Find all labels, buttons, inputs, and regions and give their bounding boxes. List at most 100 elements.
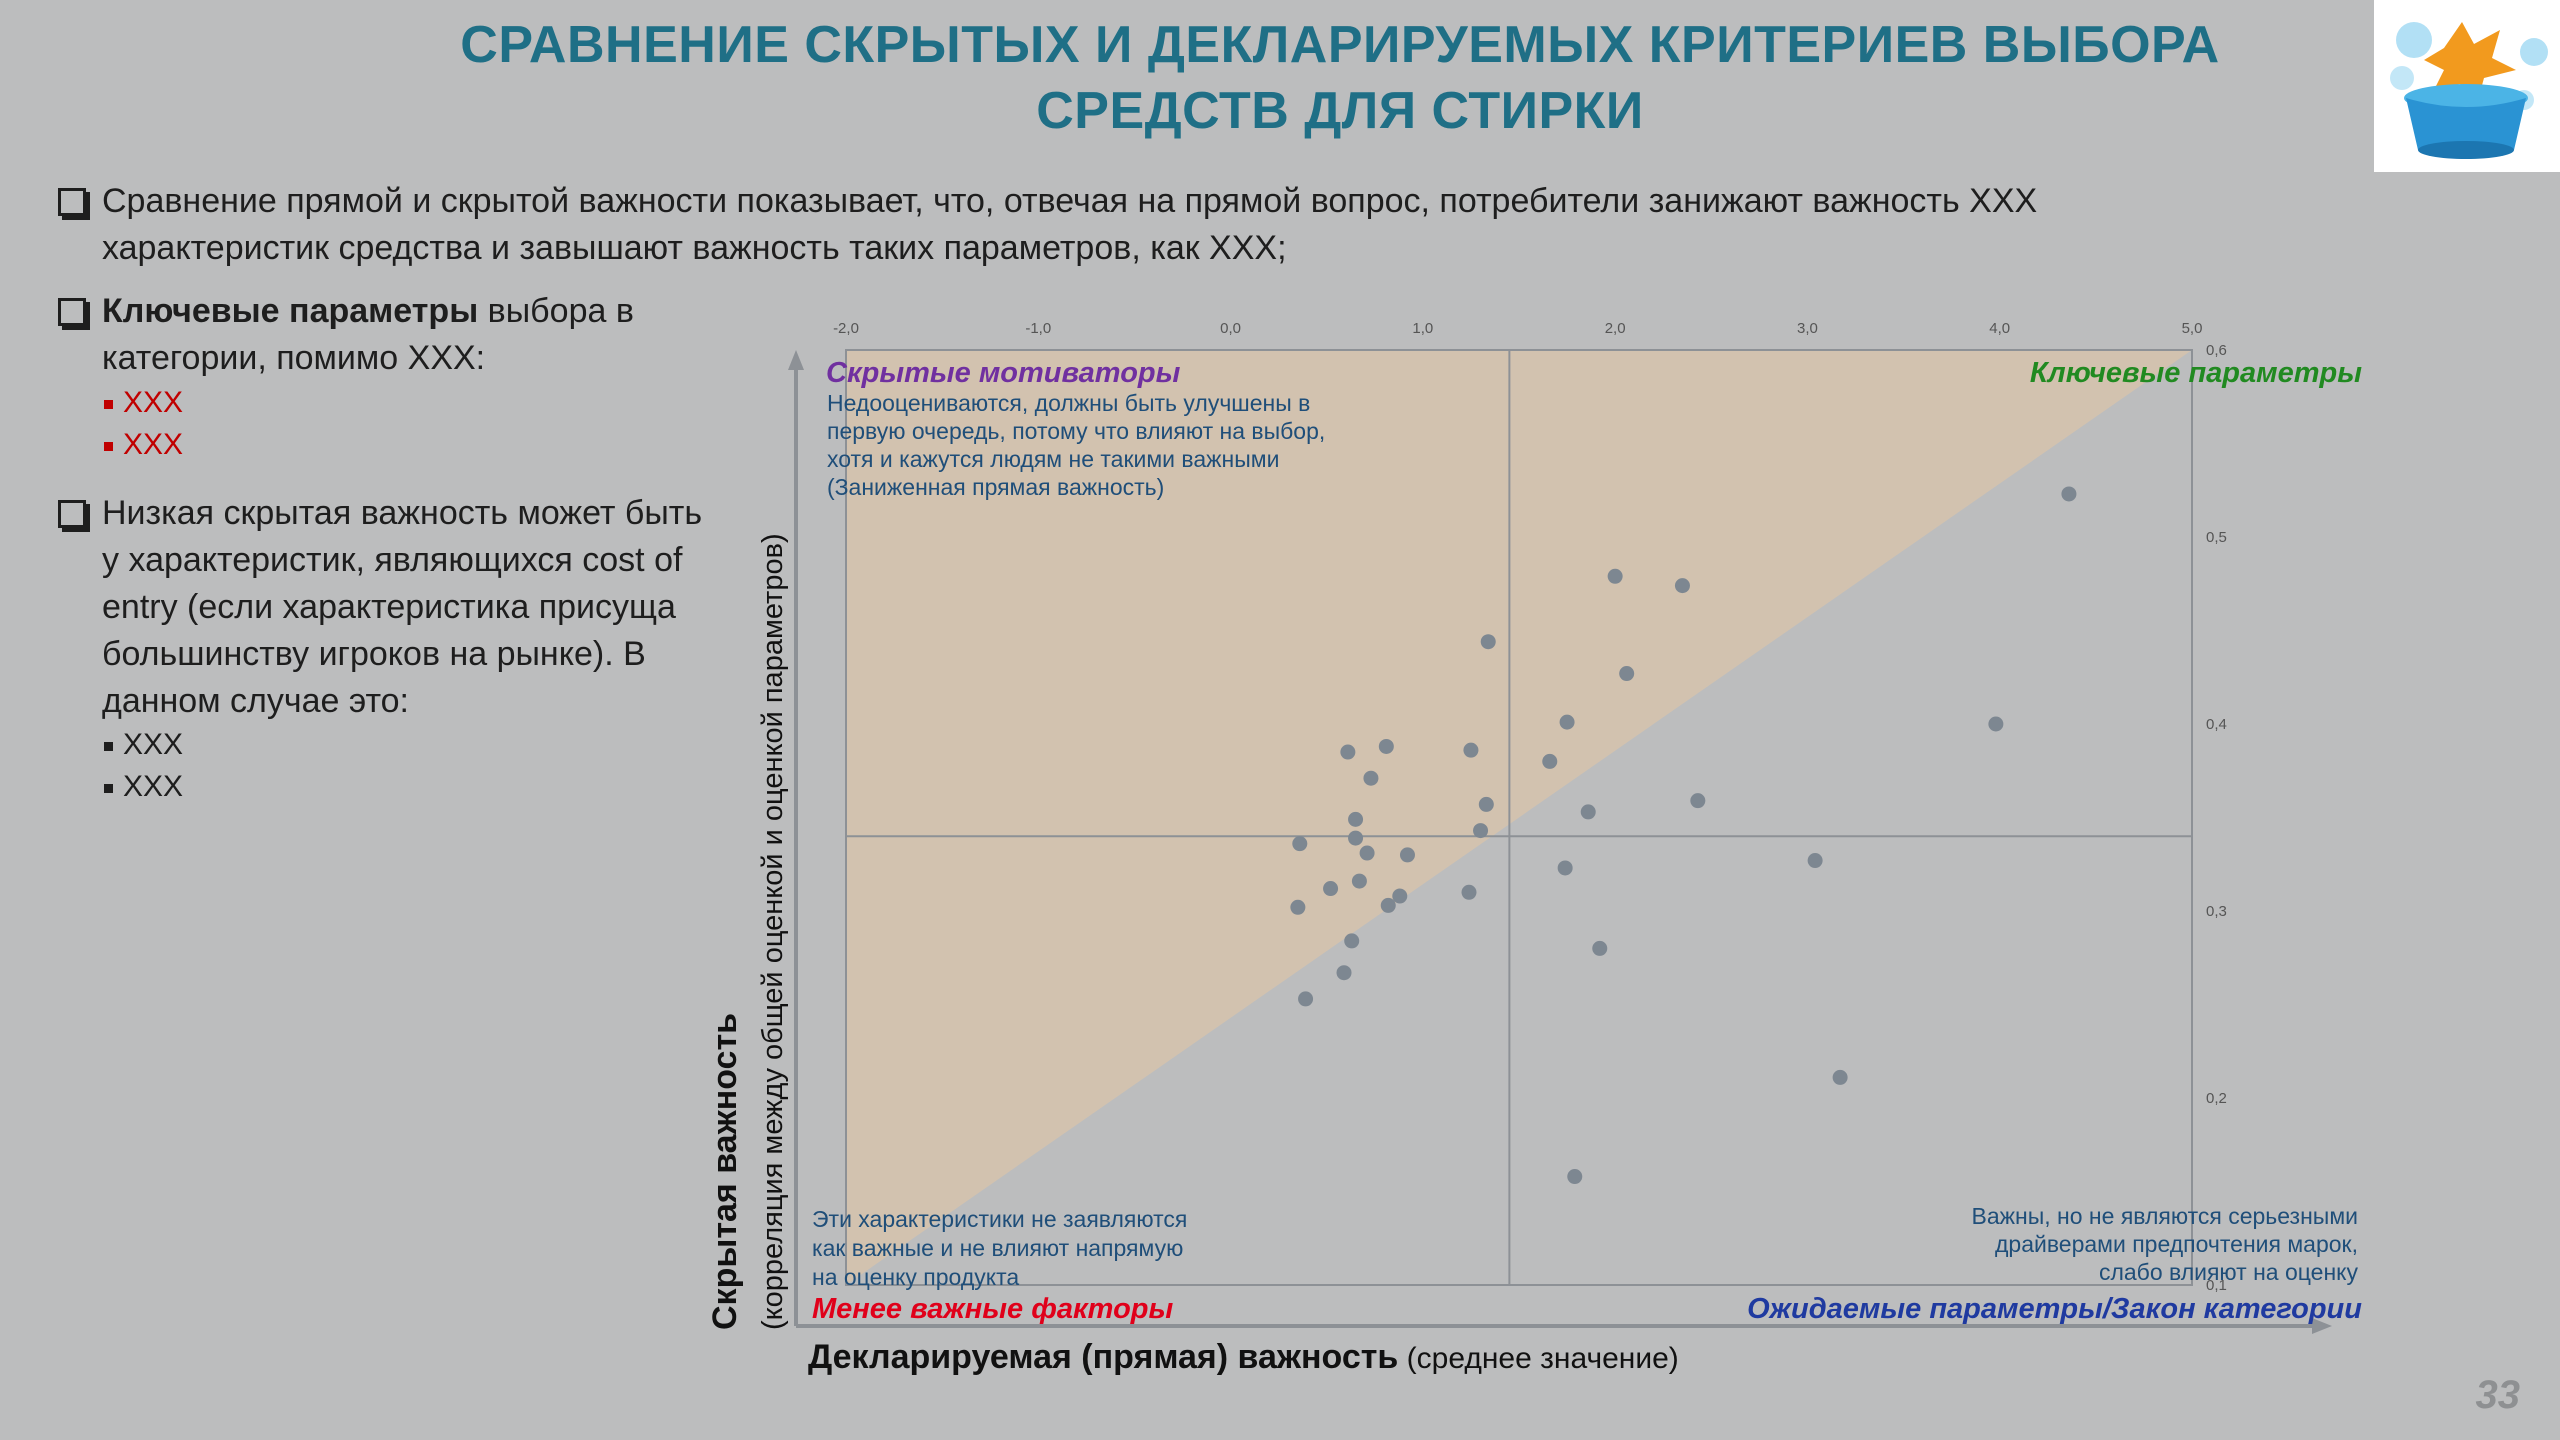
desc-line: Важны, но не являются серьезными (1972, 1203, 2358, 1229)
x-tick-label: 3,0 (1797, 320, 1818, 337)
scatter-point (1690, 793, 1706, 809)
sub-item: ХХХ (104, 382, 183, 424)
checkbox-bullet-icon (58, 188, 86, 216)
scatter-point (1478, 796, 1494, 812)
x-axis-title-light: (среднее значение) (1398, 1342, 1678, 1375)
scatter-point (1463, 742, 1479, 758)
sub-item: ХХХ (104, 424, 183, 466)
sub-item-text: ХХХ (123, 386, 184, 419)
x-tick-label: 4,0 (1989, 320, 2010, 337)
y-axis-arrowhead-icon (788, 350, 804, 370)
desc-line: первую очередь, потому что влияют на выб… (827, 418, 1325, 444)
scatter-point (1378, 738, 1394, 754)
x-tick-label: 1,0 (1412, 320, 1433, 337)
x-tick-label: 2,0 (1605, 320, 1626, 337)
scatter-point (1359, 845, 1375, 861)
scatter-point (2061, 486, 2077, 502)
desc-line: (Заниженная прямая важность) (827, 474, 1164, 500)
scatter-point (1580, 804, 1596, 820)
square-bullet-icon (104, 741, 113, 751)
scatter-point (1292, 836, 1308, 852)
square-bullet-icon (104, 783, 113, 793)
square-bullet-icon (104, 441, 113, 451)
plot-frame (845, 349, 2193, 1286)
scatter-point (1392, 888, 1408, 904)
desc-line: как важные и не влияют напрямую (812, 1235, 1183, 1261)
y-tick-label: 0,2 (2206, 1090, 2227, 1107)
x-tick-label: 5,0 (2182, 320, 2203, 337)
desc-line: на оценку продукта (812, 1264, 1019, 1290)
scatter-point (1323, 881, 1339, 897)
sub-item: ХХХ (104, 766, 183, 808)
sub-item-text: ХХХ (123, 770, 184, 803)
checkbox-bullet-icon (58, 500, 86, 528)
desc-line: Эти характеристики не заявляются (812, 1206, 1187, 1232)
quadrant-desc-expected-parameters: Важны, но не являются серьезными драйвер… (1972, 1203, 2359, 1285)
quadrant-title-expected-parameters: Ожидаемые параметры/Закон категории (1747, 1293, 2362, 1325)
scatter-point (1290, 899, 1306, 915)
slide-title-line2: СРЕДСТВ ДЛЯ СТИРКИ (1036, 82, 1644, 140)
desc-line: драйверами предпочтения марок, (1995, 1231, 2358, 1257)
bullet-low-hidden-importance-text: Низкая скрытая важность может быть у хар… (102, 494, 703, 720)
bullet-key-parameters: Ключевые параметры выбора в категории, п… (58, 288, 678, 382)
quadrant-title-hidden-motivators: Скрытые мотиваторы (826, 357, 1181, 389)
scatter-point (1351, 873, 1367, 889)
scatter-point (1461, 884, 1477, 900)
checkbox-bullet-icon (58, 298, 86, 326)
y-tick-labels: 0,1 0,2 0,3 0,4 0,5 0,6 (2206, 342, 2227, 1294)
y-axis-subtitle-group: (корреляция между общей оценкой и оценко… (757, 533, 789, 1330)
quadrant-desc-hidden-motivators: Недооцениваются, должны быть улучшены в … (827, 390, 1325, 500)
scatter-point (1380, 897, 1396, 913)
brand-logo (2374, 0, 2560, 172)
scatter-point (1399, 847, 1415, 863)
scatter-point (1340, 744, 1356, 760)
bullet-key-parameters-bold: Ключевые параметры (102, 292, 479, 330)
x-axis-arrowhead-icon (2312, 1318, 2332, 1334)
slide-title-line1: СРАВНЕНИЕ СКРЫТЫХ И ДЕКЛАРИРУЕМЫХ КРИТЕР… (460, 16, 2220, 74)
desc-line: слабо влияют на оценку (2099, 1259, 2359, 1285)
y-tick-label: 0,4 (2206, 716, 2227, 733)
bullet-low-hidden-importance: Низкая скрытая важность может быть у хар… (58, 490, 718, 725)
quadrant-desc-less-important: Эти характеристики не заявляются как важ… (812, 1206, 1187, 1290)
quadrant-title-less-important: Менее важные факторы (812, 1293, 1174, 1325)
sub-item-text: ХХХ (123, 428, 184, 461)
scatter-point (1607, 568, 1623, 584)
scatter-point (1988, 716, 2004, 732)
scatter-point (1480, 634, 1496, 650)
laundry-tub-logo-icon (2390, 22, 2548, 159)
scatter-point (1619, 666, 1635, 682)
hidden-motivators-area (846, 350, 2192, 1285)
scatter-point (1542, 753, 1558, 769)
scatter-point (1832, 1069, 1848, 1085)
scatter-point (1363, 770, 1379, 786)
scatter-point (1674, 578, 1690, 594)
scatter-point (1592, 940, 1608, 956)
x-tick-label: -2,0 (833, 320, 859, 337)
x-axis-title-bold: Декларируемая (прямая) важность (808, 1338, 1398, 1376)
bullet-comparison-text: Сравнение прямой и скрытой важности пока… (102, 182, 2038, 267)
quadrant-title-key-parameters: Ключевые параметры (2030, 357, 2362, 389)
scatter-point (1559, 714, 1575, 730)
scatter-point (1473, 823, 1489, 839)
slide-title: СРАВНЕНИЕ СКРЫТЫХ И ДЕКЛАРИРУЕМЫХ КРИТЕР… (260, 12, 2420, 144)
x-axis-title: Декларируемая (прямая) важность (среднее… (808, 1338, 1679, 1376)
x-tick-labels: -2,0 -1,0 0,0 1,0 2,0 3,0 4,0 5,0 (833, 320, 2202, 337)
sub-item-text: ХХХ (123, 728, 184, 761)
scatter-point (1567, 1169, 1583, 1185)
y-axis-subtitle: (корреляция между общей оценкой и оценко… (757, 533, 789, 1330)
bullet-key-parameters-text: выбора в категории, помимо ХХХ: (102, 292, 634, 377)
desc-line: хотя и кажутся людям не такими важными (827, 446, 1279, 472)
sub-item: ХХХ (104, 724, 183, 766)
y-tick-label: 0,5 (2206, 529, 2227, 546)
scatter-point (1807, 853, 1823, 869)
data-points (1290, 486, 2077, 1185)
scatter-point (1348, 830, 1364, 846)
bullet-comparison: Сравнение прямой и скрытой важности пока… (58, 178, 2178, 272)
y-axis-title-group: Скрытая важность (706, 1013, 744, 1330)
x-tick-label: 0,0 (1220, 320, 1241, 337)
y-tick-label: 0,1 (2206, 1277, 2227, 1294)
scatter-point (1298, 991, 1314, 1007)
y-tick-label: 0,3 (2206, 903, 2227, 920)
y-tick-label: 0,6 (2206, 342, 2227, 359)
